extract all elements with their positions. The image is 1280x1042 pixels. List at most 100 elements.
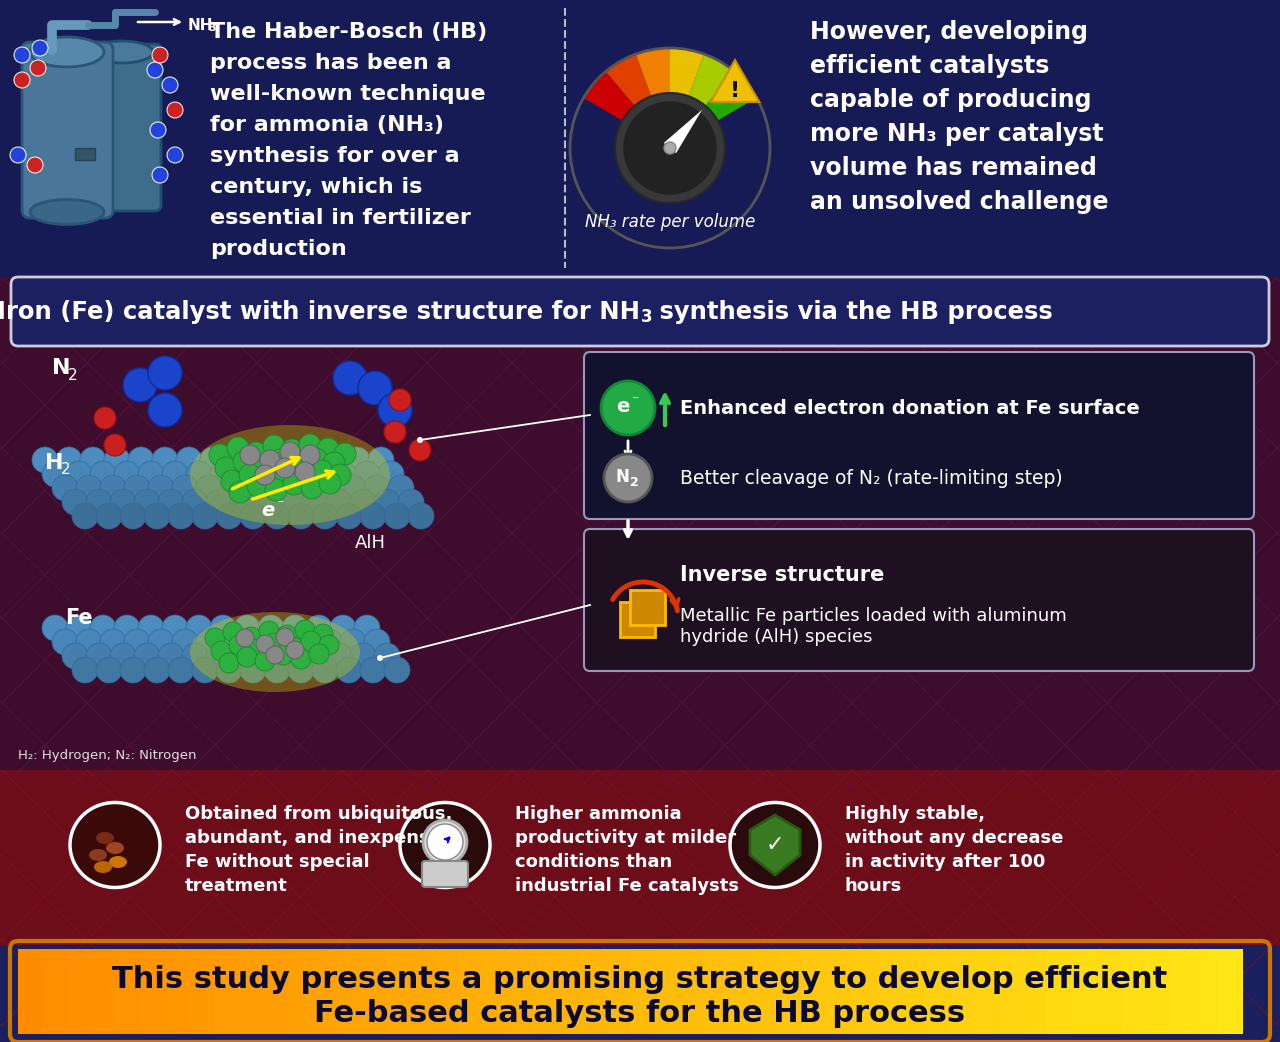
Circle shape	[67, 615, 92, 641]
FancyBboxPatch shape	[1120, 949, 1146, 1034]
FancyBboxPatch shape	[84, 44, 161, 210]
FancyBboxPatch shape	[581, 949, 605, 1034]
Circle shape	[120, 658, 146, 683]
Circle shape	[147, 63, 163, 78]
Circle shape	[293, 466, 315, 488]
Circle shape	[330, 461, 356, 487]
Circle shape	[206, 643, 232, 669]
Circle shape	[79, 447, 106, 473]
Circle shape	[300, 435, 321, 456]
Ellipse shape	[730, 802, 820, 888]
Circle shape	[282, 439, 303, 461]
Circle shape	[320, 447, 346, 473]
Circle shape	[422, 820, 467, 864]
FancyBboxPatch shape	[1047, 949, 1071, 1034]
Circle shape	[114, 461, 140, 487]
Circle shape	[364, 629, 390, 655]
Circle shape	[241, 658, 266, 683]
Circle shape	[410, 439, 431, 461]
Circle shape	[148, 356, 182, 390]
FancyBboxPatch shape	[67, 949, 91, 1034]
FancyBboxPatch shape	[312, 949, 337, 1034]
Text: in activity after 100: in activity after 100	[845, 853, 1046, 871]
Text: treatment: treatment	[186, 877, 288, 895]
Circle shape	[152, 447, 178, 473]
FancyBboxPatch shape	[288, 949, 312, 1034]
Circle shape	[253, 643, 280, 669]
FancyBboxPatch shape	[1170, 949, 1194, 1034]
Circle shape	[306, 461, 332, 487]
Circle shape	[417, 437, 422, 443]
Circle shape	[244, 629, 270, 655]
Text: ✓: ✓	[765, 835, 785, 855]
Circle shape	[251, 455, 273, 477]
Text: e: e	[261, 500, 275, 520]
Circle shape	[340, 629, 366, 655]
FancyBboxPatch shape	[22, 42, 113, 218]
Text: conditions than: conditions than	[515, 853, 672, 871]
Circle shape	[196, 629, 221, 655]
Circle shape	[604, 454, 652, 502]
Circle shape	[120, 503, 146, 529]
Circle shape	[360, 503, 387, 529]
Text: Fe without special: Fe without special	[186, 853, 370, 871]
Circle shape	[219, 653, 239, 673]
Circle shape	[333, 361, 367, 395]
Circle shape	[334, 443, 356, 465]
Circle shape	[148, 393, 182, 427]
Text: Inverse structure: Inverse structure	[680, 565, 884, 585]
Circle shape	[384, 658, 410, 683]
FancyBboxPatch shape	[704, 949, 728, 1034]
Circle shape	[148, 475, 174, 501]
FancyBboxPatch shape	[974, 949, 998, 1034]
Wedge shape	[584, 72, 635, 121]
Text: This study presents a promising strategy to develop efficient: This study presents a promising strategy…	[113, 966, 1167, 994]
FancyBboxPatch shape	[385, 949, 410, 1034]
Text: hydride (AlH) species: hydride (AlH) species	[680, 628, 873, 646]
FancyBboxPatch shape	[680, 949, 704, 1034]
Circle shape	[260, 450, 280, 470]
FancyBboxPatch shape	[924, 949, 948, 1034]
FancyBboxPatch shape	[238, 949, 262, 1034]
Circle shape	[110, 489, 136, 515]
Circle shape	[209, 444, 230, 466]
Text: abundant, and inexpensive: abundant, and inexpensive	[186, 829, 460, 847]
Circle shape	[287, 453, 308, 475]
Circle shape	[163, 77, 178, 93]
Circle shape	[241, 627, 261, 647]
Text: volume has remained: volume has remained	[810, 156, 1097, 180]
FancyBboxPatch shape	[460, 949, 484, 1034]
Circle shape	[163, 461, 188, 487]
FancyBboxPatch shape	[851, 949, 876, 1034]
Circle shape	[247, 639, 268, 659]
Text: Higher ammonia: Higher ammonia	[515, 805, 682, 823]
Text: productivity at milder: productivity at milder	[515, 829, 736, 847]
Text: e: e	[616, 397, 630, 416]
FancyBboxPatch shape	[1071, 949, 1096, 1034]
Circle shape	[255, 651, 275, 671]
Circle shape	[664, 142, 676, 154]
Text: Enhanced electron donation at Fe surface: Enhanced electron donation at Fe surface	[680, 398, 1139, 418]
Circle shape	[378, 393, 412, 427]
FancyBboxPatch shape	[0, 770, 1280, 945]
Circle shape	[134, 489, 160, 515]
FancyBboxPatch shape	[876, 949, 900, 1034]
Ellipse shape	[106, 842, 124, 854]
Ellipse shape	[96, 832, 114, 844]
Circle shape	[224, 447, 250, 473]
Text: NH: NH	[188, 18, 214, 33]
Wedge shape	[669, 48, 704, 96]
Circle shape	[300, 445, 320, 465]
Ellipse shape	[93, 861, 113, 873]
Circle shape	[221, 470, 243, 492]
Circle shape	[163, 615, 188, 641]
Circle shape	[344, 447, 370, 473]
Circle shape	[335, 503, 362, 529]
Circle shape	[200, 447, 227, 473]
Circle shape	[239, 464, 261, 486]
Circle shape	[276, 628, 294, 646]
Text: well-known technique: well-known technique	[210, 84, 485, 104]
Circle shape	[266, 646, 284, 664]
FancyBboxPatch shape	[605, 949, 631, 1034]
Text: Iron (Fe) catalyst with inverse structure for NH: Iron (Fe) catalyst with inverse structur…	[0, 300, 640, 324]
